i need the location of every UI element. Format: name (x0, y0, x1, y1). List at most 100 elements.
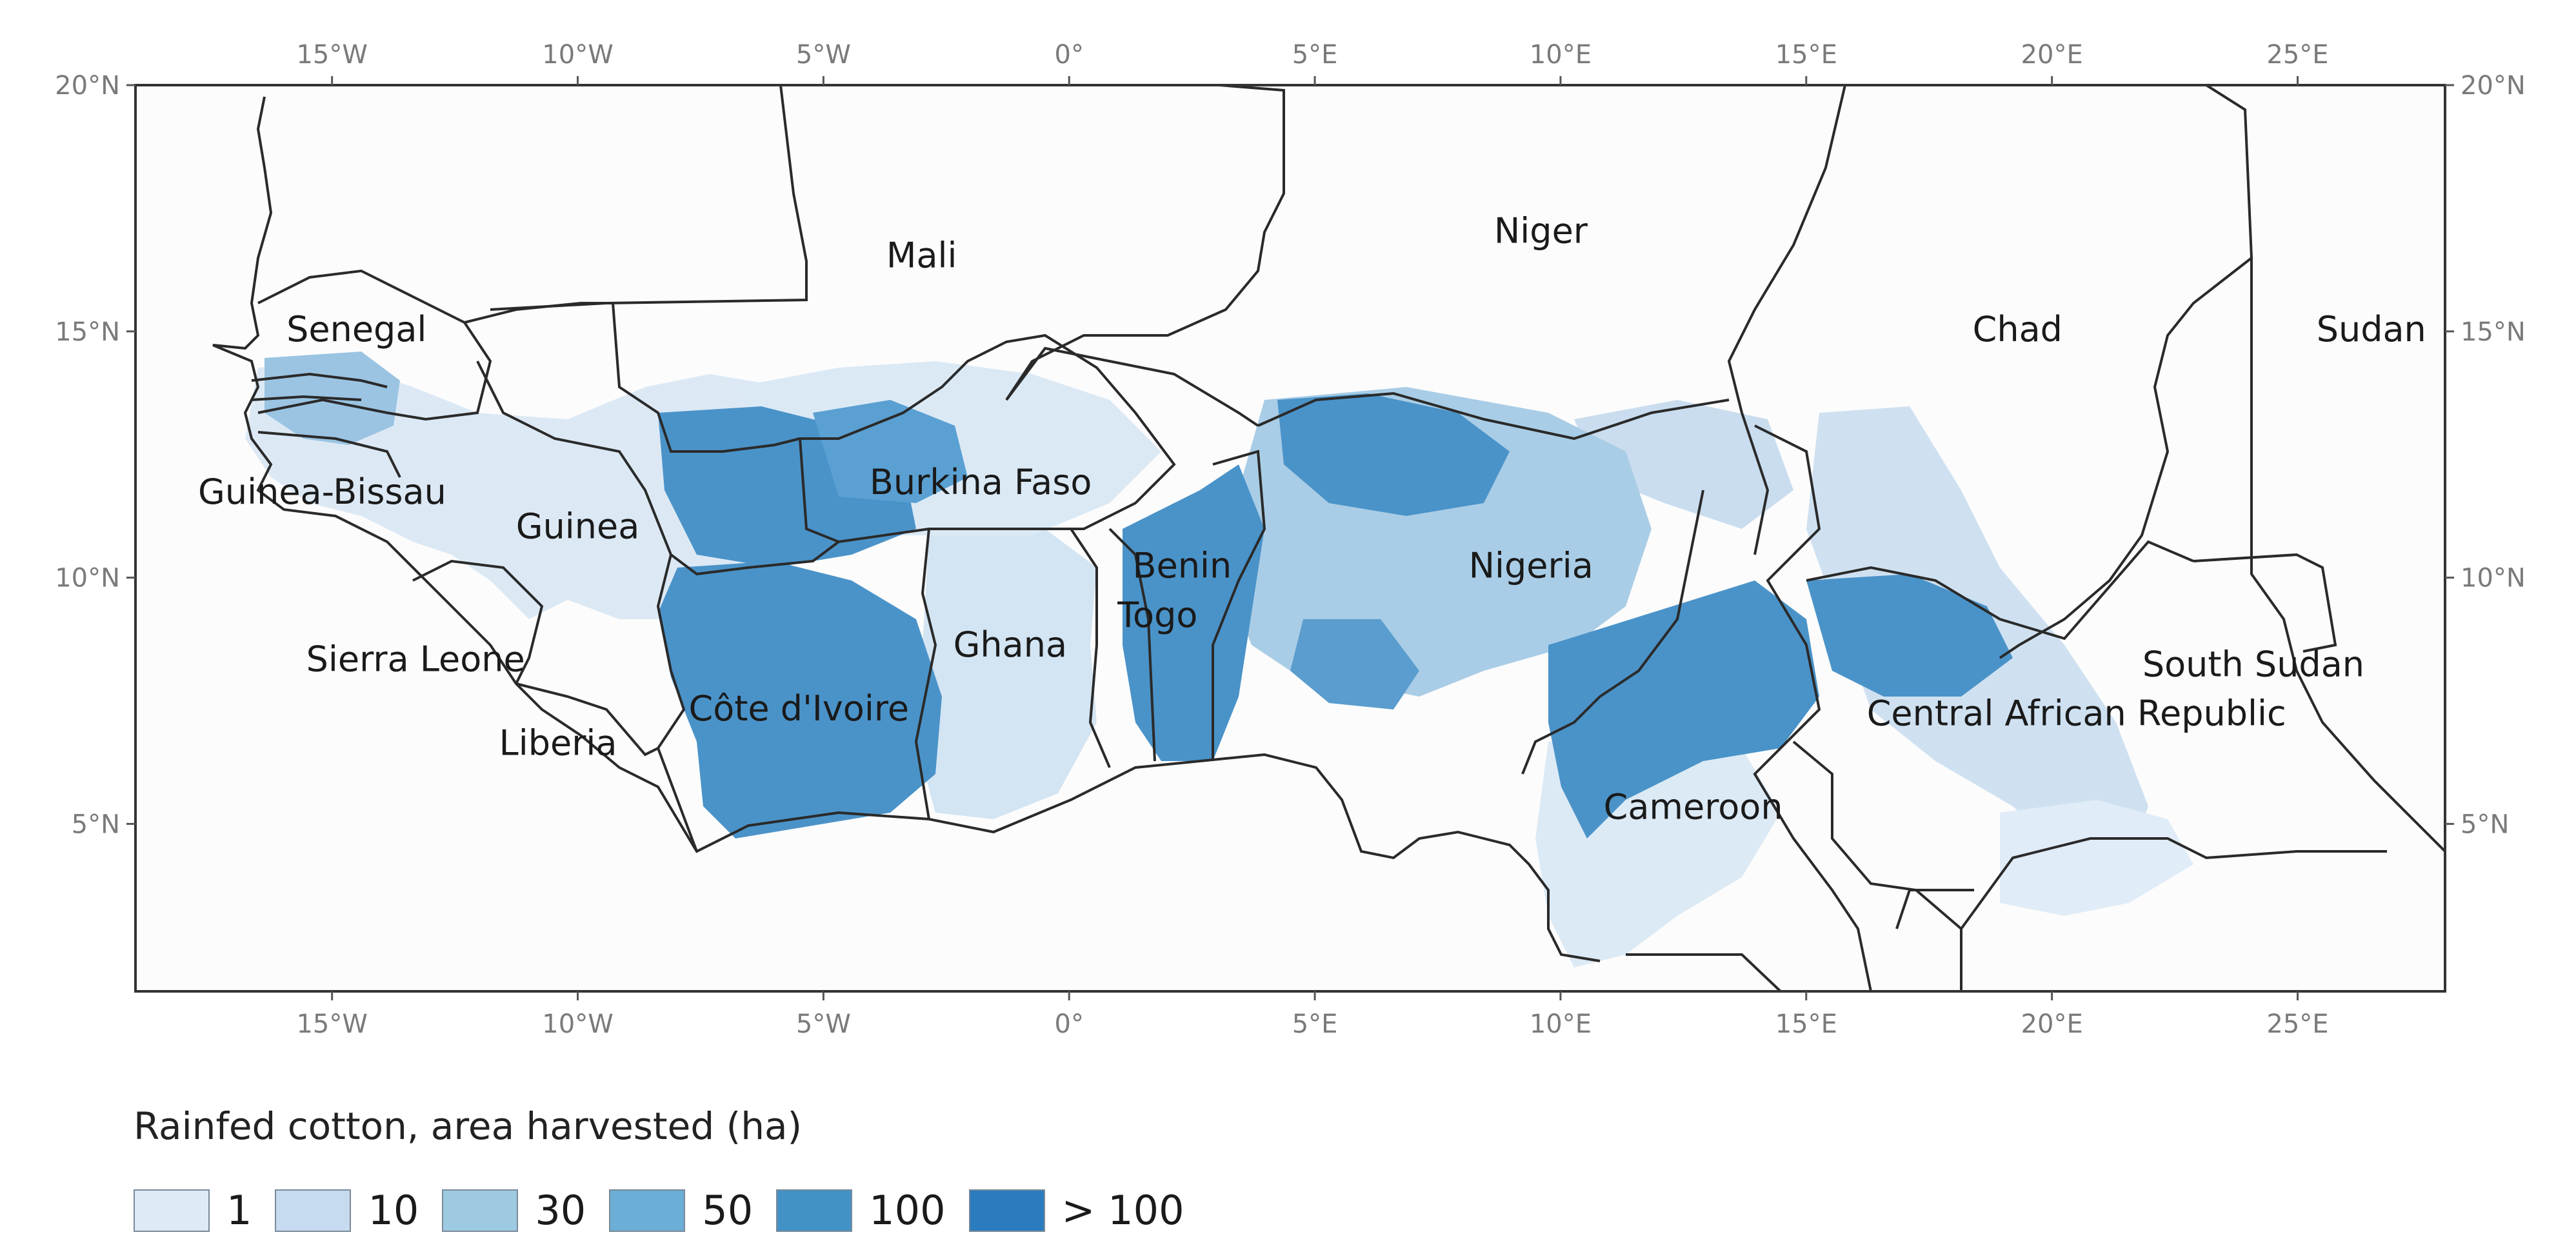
border-congo (1626, 889, 1974, 991)
y-tick-label-left: 10°N (55, 564, 120, 593)
x-tick-label-top: 10°W (542, 40, 613, 70)
border-guinea-mali (476, 361, 672, 555)
legend-label: 30 (535, 1187, 586, 1234)
border-nigeria-cameroon (1521, 490, 1704, 775)
border-chad-cameroon (1741, 412, 1770, 555)
border-senegal (257, 269, 492, 421)
country-label-ghana: Ghana (954, 624, 1067, 665)
border-burkina (798, 333, 1176, 544)
x-tick-label-bottom: 5°W (796, 1009, 851, 1039)
border-south-sudan (2193, 553, 2337, 653)
x-tick-label-top: 20°E (2021, 40, 2083, 70)
legend-swatch (275, 1189, 352, 1232)
density-region-light-ghana (916, 529, 1097, 819)
legend-item: > 100 (968, 1187, 1184, 1234)
axis-ticks: 15°W 15°W 10°W 10°W 5°W 5°W 0° 0° 5°E 5°E 10°E 10°E… (55, 40, 2526, 1039)
legend-swatch (134, 1189, 210, 1232)
country-label-guinea-bissau: Guinea-Bissau (198, 471, 446, 512)
border-niger-east (1727, 85, 1846, 413)
density-region-dark-burkina (813, 400, 968, 503)
country-label-guinea: Guinea (516, 506, 640, 547)
x-tick-label-top: 15°E (1775, 40, 1837, 70)
border-cameroon-east (1753, 424, 1872, 991)
country-label-togo: Togo (1117, 595, 1197, 635)
country-label-niger: Niger (1494, 210, 1588, 251)
x-tick-label-top: 5°W (796, 40, 851, 70)
x-tick-label-top: 5°E (1292, 40, 1338, 70)
x-tick-label-top: 15°W (296, 40, 367, 70)
border-gambia (251, 372, 388, 401)
y-tick-label-left: 15°N (55, 317, 120, 347)
country-label-chad: Chad (1973, 309, 2062, 350)
legend-swatch (609, 1189, 686, 1232)
legend-item: 1 (134, 1187, 252, 1234)
border-ghana-civ (914, 528, 937, 820)
country-label-mali: Mali (886, 235, 957, 276)
border-sierra-leone (412, 559, 544, 684)
x-tick-label-bottom: 5°E (1292, 1009, 1338, 1039)
density-region-dark-benin (1123, 464, 1264, 761)
map-frame (134, 84, 2446, 993)
x-tick-label-bottom: 0° (1055, 1009, 1084, 1039)
density-region-light-nigeria-ne (1574, 400, 1793, 529)
x-tick-label-bottom: 15°E (1775, 1009, 1837, 1039)
country-label-c-te-d-ivoire: Côte d'Ivoire (689, 688, 910, 729)
legend-title: Rainfed cotton, area harvested (ha) (134, 1104, 803, 1148)
y-tick-label-right: 5°N (2461, 809, 2509, 839)
border-guinea-bissau (257, 431, 401, 478)
legend-swatch (442, 1189, 519, 1232)
legend-label: 1 (226, 1187, 252, 1234)
border-benin-nigeria (1212, 450, 1266, 761)
legend-label: 100 (869, 1187, 946, 1234)
x-tick-label-bottom: 15°W (296, 1009, 367, 1039)
country-label-cameroon: Cameroon (1604, 787, 1783, 828)
x-tick-label-top: 0° (1055, 40, 1084, 70)
border-drc (1960, 837, 2387, 930)
x-tick-label-bottom: 20°E (2021, 1009, 2083, 1039)
border-niger-burkina (1005, 346, 1259, 427)
legend-swatch (776, 1189, 853, 1232)
density-region-dark-civ (658, 561, 942, 838)
density-region-dark-car (1806, 574, 2013, 697)
legend-swatch (968, 1189, 1045, 1232)
country-label-sierra-leone: Sierra Leone (306, 639, 525, 680)
legend-item: 100 (776, 1187, 946, 1234)
x-tick-label-top: 10°E (1530, 40, 1592, 70)
border-chad-east (1999, 85, 2253, 659)
border-togo-ghana (1070, 528, 1111, 768)
border-civ-west (656, 554, 698, 852)
cotton-density-layer (245, 352, 2193, 967)
legend-item: 10 (275, 1187, 419, 1234)
legend-label: 50 (702, 1187, 754, 1234)
country-label-liberia: Liberia (499, 722, 617, 763)
country-label-nigeria: Nigeria (1469, 546, 1593, 586)
country-label-central-african-republic: Central African Republic (1867, 693, 2286, 734)
legend-item: 30 (442, 1187, 586, 1234)
legend-label: > 100 (1061, 1187, 1184, 1234)
border-mali-guinea (464, 302, 801, 453)
legend-label: 10 (368, 1187, 419, 1234)
border-sudan (2250, 258, 2445, 853)
border-civ-north (670, 540, 840, 576)
legend: 1 10 30 50 100 > 100 (134, 1187, 1208, 1234)
legend-item: 50 (609, 1187, 753, 1234)
x-tick-label-bottom: 10°E (1530, 1009, 1592, 1039)
country-label-south-sudan: South Sudan (2142, 644, 2364, 684)
x-tick-label-bottom: 25°E (2266, 1009, 2328, 1039)
y-tick-label-right: 15°N (2461, 317, 2526, 347)
y-tick-label-right: 20°N (2461, 71, 2526, 101)
country-labels: Mali Niger Chad Sudan Senegal Guinea-Bissau Gu… (198, 210, 2426, 827)
country-borders (212, 85, 2445, 991)
y-tick-label-right: 10°N (2461, 564, 2526, 593)
y-tick-label-left: 20°N (55, 71, 120, 101)
border-nigeria-north (1257, 392, 1730, 441)
density-region-dark-nigeria-n (1277, 393, 1510, 516)
border-car-north (1806, 540, 2194, 640)
x-tick-label-bottom: 10°W (542, 1009, 613, 1039)
border-benin-togo (1108, 528, 1156, 762)
country-label-sudan: Sudan (2317, 309, 2426, 350)
x-tick-label-top: 25°E (2266, 40, 2328, 70)
density-region-light-south (2000, 800, 2193, 916)
country-label-benin: Benin (1133, 546, 1232, 586)
